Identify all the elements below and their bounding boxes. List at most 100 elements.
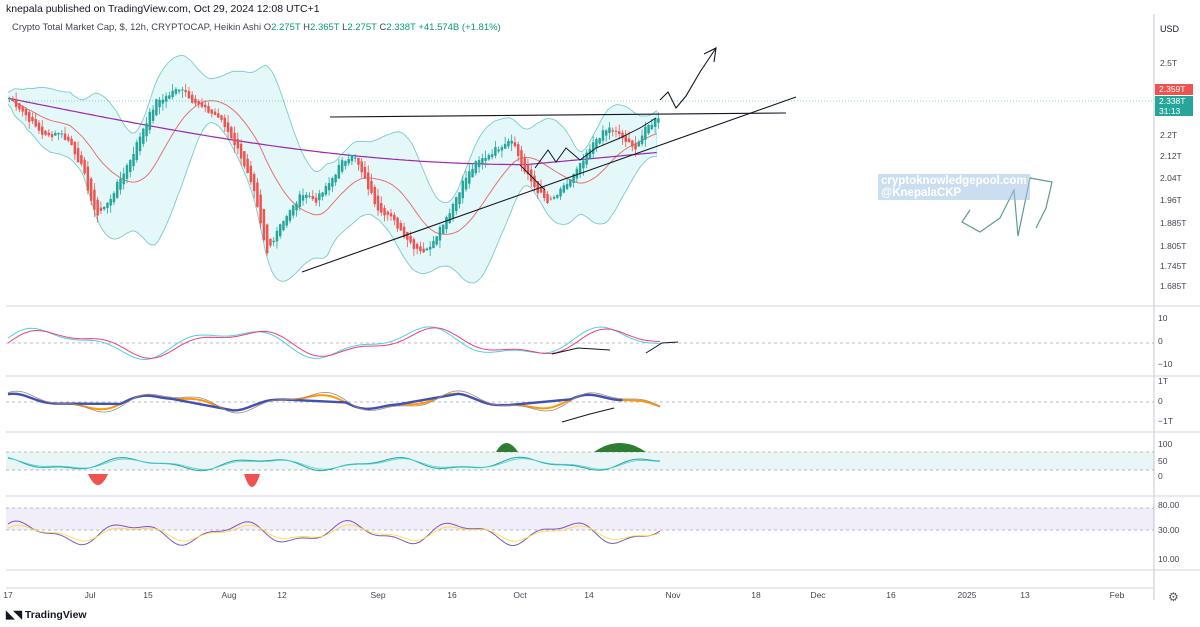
candle [197, 101, 200, 105]
candle [650, 124, 654, 130]
candle [376, 195, 380, 211]
candle [109, 198, 112, 206]
candle [353, 157, 357, 159]
pane1-scale-label: −10 [1158, 359, 1173, 369]
candle [295, 203, 298, 211]
candle [262, 208, 266, 240]
candle [510, 140, 513, 144]
candle [54, 133, 57, 136]
watermark-line1: cryptoknowledgepool.com [881, 175, 1027, 187]
candle [624, 135, 628, 142]
time-axis-label: Jul [85, 590, 96, 600]
candle [24, 108, 28, 116]
candle [500, 147, 504, 151]
candle [181, 89, 184, 91]
candle [448, 213, 451, 224]
candle [102, 206, 106, 210]
pane2-scale-label: −1T [1158, 416, 1173, 426]
candle [334, 174, 337, 183]
time-axis-label: 14 [584, 590, 594, 600]
tradingview-logo-icon: ◣◥ [6, 609, 22, 621]
watermark-line2: @KnepalaCKP [881, 187, 962, 199]
candle [552, 196, 556, 199]
candle [184, 90, 187, 93]
candle [190, 94, 194, 103]
candle [337, 164, 341, 179]
candle [503, 144, 507, 149]
pane3-scale-label: 0 [1158, 471, 1163, 481]
candle [435, 236, 438, 245]
candle [151, 109, 155, 121]
candle [99, 207, 103, 211]
candle [217, 113, 220, 118]
countdown-label: 31:13 [1159, 106, 1181, 116]
candle [119, 178, 122, 190]
candle [640, 135, 644, 145]
candle [301, 195, 305, 201]
candle [115, 181, 119, 198]
candle [631, 140, 634, 147]
candle [27, 112, 31, 122]
candle [380, 203, 383, 213]
pane3-scale-label: 50 [1158, 456, 1168, 466]
candle [533, 175, 536, 188]
candle [546, 193, 549, 204]
price-tick-label: 1.885T [1160, 218, 1186, 228]
projection-arrow [659, 47, 717, 109]
candle [292, 205, 295, 216]
candle [239, 143, 243, 159]
candle [484, 157, 487, 161]
candle [171, 90, 174, 98]
time-axis-label: Sep [370, 590, 385, 600]
tradingview-brand[interactable]: ◣◥ TradingView [6, 608, 87, 622]
candle [608, 127, 611, 133]
candle [11, 98, 15, 102]
candle [233, 132, 236, 146]
candle [520, 150, 523, 166]
settings-gear-icon[interactable]: ⚙ [1168, 590, 1179, 604]
candle [34, 118, 37, 127]
candle [112, 193, 116, 203]
pane2-line [7, 390, 661, 414]
candle [278, 224, 282, 237]
candle [373, 186, 376, 205]
candle [50, 134, 54, 138]
moving-average-red [7, 97, 657, 235]
candle [422, 248, 425, 253]
pane2-signal-orange [7, 392, 661, 412]
candle [389, 213, 393, 217]
candle [265, 224, 269, 254]
candle [73, 141, 77, 155]
time-axis-label: Feb [1110, 590, 1125, 600]
currency-label[interactable]: USD [1160, 24, 1180, 34]
price-tick-label: 2.04T [1160, 173, 1182, 183]
candle [569, 179, 572, 187]
candle [366, 172, 370, 190]
candle [213, 111, 217, 115]
candle [308, 195, 311, 197]
candle [187, 91, 191, 99]
candle [393, 214, 396, 221]
candle [412, 239, 416, 249]
candle [331, 178, 334, 187]
candle [559, 188, 562, 197]
candle [40, 126, 44, 135]
time-axis-label: Dec [810, 590, 826, 600]
time-axis-label: 17 [3, 590, 13, 600]
candle [324, 185, 328, 195]
candle [419, 246, 422, 252]
candle [572, 174, 575, 184]
candle [60, 133, 64, 135]
candle [627, 138, 631, 143]
candle [363, 166, 367, 179]
pane1-slow-line [7, 327, 661, 359]
upper-price-label: 2.359T [1159, 84, 1185, 94]
candle [451, 203, 455, 219]
symbol-name[interactable]: Crypto Total Market Cap, $, 12h, CRYPTOC… [12, 22, 262, 33]
candle [539, 187, 543, 193]
pane2-scale-label: 1T [1158, 376, 1168, 386]
candle [653, 118, 657, 127]
candle [256, 182, 259, 207]
pane3-overbought-fill-2 [594, 443, 646, 452]
